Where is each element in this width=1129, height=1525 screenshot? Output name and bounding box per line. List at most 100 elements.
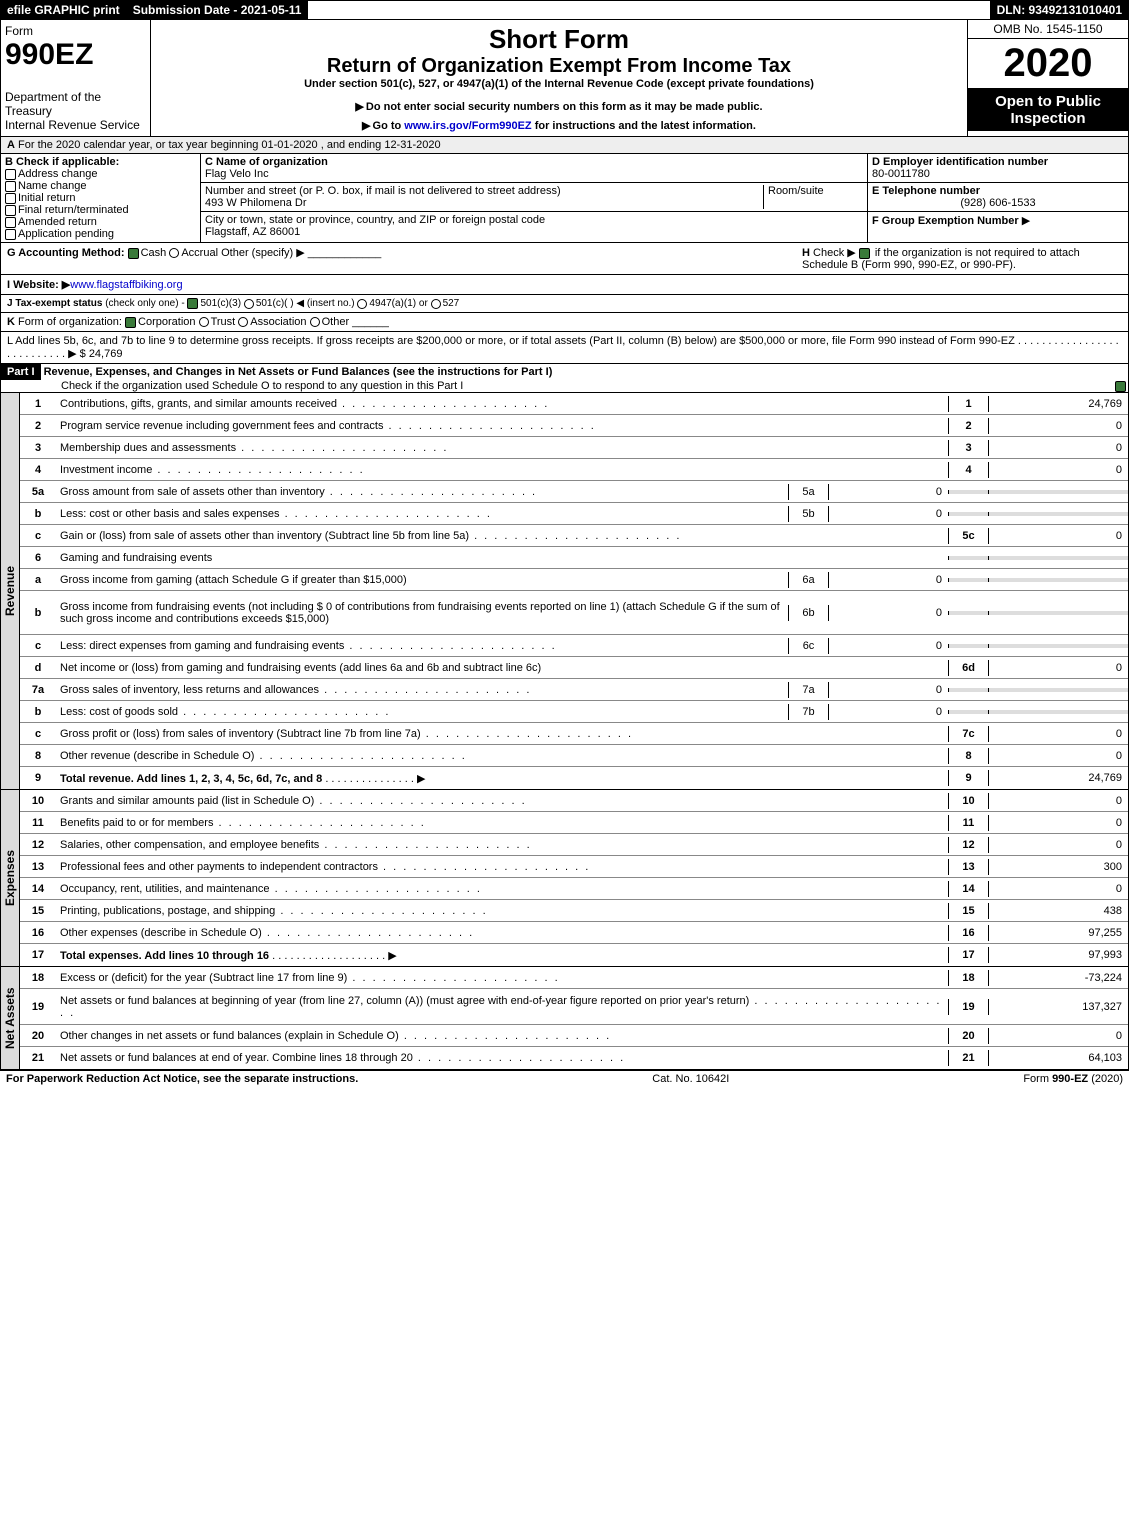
form-header: Form 990EZ Department of the Treasury In…: [0, 20, 1129, 137]
form-word: Form: [5, 24, 146, 38]
l1-desc: Contributions, gifts, grants, and simila…: [56, 396, 948, 412]
goto-pre: Go to: [362, 120, 404, 132]
row-h: H Check ▶ if the organization is not req…: [802, 246, 1122, 271]
l5c-val: 0: [988, 528, 1128, 544]
l18-val: -73,224: [988, 970, 1128, 986]
l13-val: 300: [988, 859, 1128, 875]
c-label: C Name of organization: [205, 156, 328, 168]
chk-527[interactable]: [431, 299, 441, 309]
org-name-row: C Name of organization Flag Velo Inc: [201, 154, 867, 183]
chk-address[interactable]: [5, 169, 16, 180]
box-d: D Employer identification number 80-0011…: [868, 154, 1128, 183]
chk-cash[interactable]: [128, 248, 139, 259]
chk-accrual[interactable]: [169, 248, 179, 258]
room-suite: Room/suite: [763, 185, 863, 209]
row-k: K Form of organization: Corporation Trus…: [0, 313, 1129, 332]
f-arrow: ▶: [1022, 215, 1030, 227]
l4-desc: Investment income: [56, 462, 948, 478]
addr-val: 493 W Philomena Dr: [205, 197, 307, 209]
dept-treasury: Department of the Treasury: [5, 90, 146, 118]
chk-other-org[interactable]: [310, 317, 320, 327]
l13-desc: Professional fees and other payments to …: [56, 859, 948, 875]
lbl-address: Address change: [18, 168, 98, 180]
l15-val: 438: [988, 903, 1128, 919]
f-label: F Group Exemption Number: [872, 215, 1019, 227]
top-bar: efile GRAPHIC print Submission Date - 20…: [0, 0, 1129, 20]
lbl-accrual: Accrual: [181, 247, 218, 259]
chk-pending[interactable]: [5, 229, 16, 240]
l9-desc: Total revenue. Add lines 1, 2, 3, 4, 5c,…: [56, 770, 948, 787]
header-right: OMB No. 1545-1150 2020 Open to Public In…: [968, 20, 1128, 136]
revenue-block: Revenue 1Contributions, gifts, grants, a…: [0, 393, 1129, 790]
box-b: B Check if applicable: Address change Na…: [1, 154, 201, 242]
l16-val: 97,255: [988, 925, 1128, 941]
lbl-amended: Amended return: [18, 216, 97, 228]
row-i: I Website: ▶www.flagstaffbiking.org: [0, 275, 1129, 295]
org-name: Flag Velo Inc: [205, 168, 269, 180]
l6a-val: 0: [828, 572, 948, 588]
header-center: Short Form Return of Organization Exempt…: [151, 20, 968, 136]
l6b-desc: Gross income from fundraising events (no…: [56, 599, 788, 627]
dln: DLN: 93492131010401: [991, 1, 1128, 19]
title-short-form: Short Form: [159, 24, 959, 55]
l18-desc: Excess or (deficit) for the year (Subtra…: [56, 970, 948, 986]
period-text: For the 2020 calendar year, or tax year …: [18, 139, 441, 151]
l5b-val: 0: [828, 506, 948, 522]
expenses-block: Expenses 10Grants and similar amounts pa…: [0, 790, 1129, 967]
chk-amended[interactable]: [5, 217, 16, 228]
l11-desc: Benefits paid to or for members: [56, 815, 948, 831]
chk-initial[interactable]: [5, 193, 16, 204]
goto-link[interactable]: www.irs.gov/Form990EZ: [404, 120, 531, 132]
chk-trust[interactable]: [199, 317, 209, 327]
tab-netassets: Net Assets: [1, 967, 20, 1069]
l11-val: 0: [988, 815, 1128, 831]
chk-name[interactable]: [5, 181, 16, 192]
h-text1: Check ▶: [813, 247, 856, 259]
lbl-name: Name change: [18, 180, 87, 192]
chk-final[interactable]: [5, 205, 16, 216]
chk-part1-o[interactable]: [1115, 381, 1126, 392]
footer-left: For Paperwork Reduction Act Notice, see …: [6, 1073, 358, 1085]
addr-label: Number and street (or P. O. box, if mail…: [205, 185, 561, 197]
title-return: Return of Organization Exempt From Incom…: [159, 55, 959, 78]
efile-label[interactable]: efile GRAPHIC print: [1, 1, 127, 19]
ein-val: 80-0011780: [872, 168, 930, 180]
l6b-val: 0: [828, 605, 948, 621]
chk-assoc[interactable]: [238, 317, 248, 327]
row-g: G Accounting Method: Cash Accrual Other …: [7, 246, 802, 271]
l8-val: 0: [988, 748, 1128, 764]
row-j: J Tax-exempt status (check only one) - 5…: [0, 295, 1129, 313]
open-to-public: Open to Public Inspection: [968, 89, 1128, 131]
chk-h[interactable]: [859, 248, 870, 259]
netassets-lines: 18Excess or (deficit) for the year (Subt…: [20, 967, 1128, 1069]
chk-corp[interactable]: [125, 317, 136, 328]
lbl-initial: Initial return: [18, 192, 75, 204]
l8-desc: Other revenue (describe in Schedule O): [56, 748, 948, 764]
l7b-desc: Less: cost of goods sold: [56, 704, 788, 720]
l1-val: 24,769: [988, 396, 1128, 412]
l2-desc: Program service revenue including govern…: [56, 418, 948, 434]
l19-desc: Net assets or fund balances at beginning…: [56, 993, 948, 1021]
part1-check-text: Check if the organization used Schedule …: [1, 380, 463, 392]
part1-header: Part I Revenue, Expenses, and Changes in…: [0, 364, 1129, 393]
l3-desc: Membership dues and assessments: [56, 440, 948, 456]
website-link[interactable]: www.flagstaffbiking.org: [70, 279, 182, 291]
l19-val: 137,327: [988, 999, 1128, 1015]
form-number: 990EZ: [5, 38, 146, 72]
l6c-val: 0: [828, 638, 948, 654]
l10-desc: Grants and similar amounts paid (list in…: [56, 793, 948, 809]
city-row: City or town, state or province, country…: [201, 212, 867, 240]
revenue-lines: 1Contributions, gifts, grants, and simil…: [20, 393, 1128, 789]
d-label: D Employer identification number: [872, 156, 1048, 168]
irs-label: Internal Revenue Service: [5, 118, 146, 132]
city-label: City or town, state or province, country…: [205, 214, 545, 226]
box-f: F Group Exemption Number ▶: [868, 212, 1128, 229]
chk-4947[interactable]: [357, 299, 367, 309]
l16-desc: Other expenses (describe in Schedule O): [56, 925, 948, 941]
box-e: E Telephone number (928) 606-1533: [868, 183, 1128, 212]
goto-row: Go to www.irs.gov/Form990EZ for instruct…: [159, 119, 959, 132]
chk-501c[interactable]: [244, 299, 254, 309]
l20-desc: Other changes in net assets or fund bala…: [56, 1028, 948, 1044]
chk-501c3[interactable]: [187, 298, 198, 309]
box-c: C Name of organization Flag Velo Inc Num…: [201, 154, 868, 242]
